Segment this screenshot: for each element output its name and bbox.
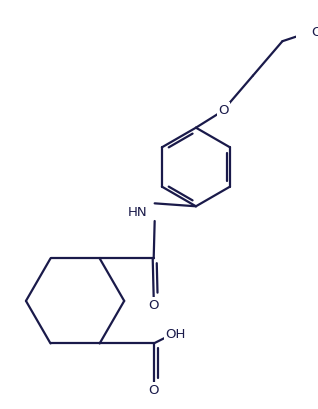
Text: O: O (312, 26, 318, 39)
Text: OH: OH (165, 327, 185, 340)
Text: O: O (149, 383, 159, 396)
Text: O: O (149, 298, 159, 311)
Text: O: O (218, 104, 229, 117)
Text: HN: HN (128, 205, 148, 218)
